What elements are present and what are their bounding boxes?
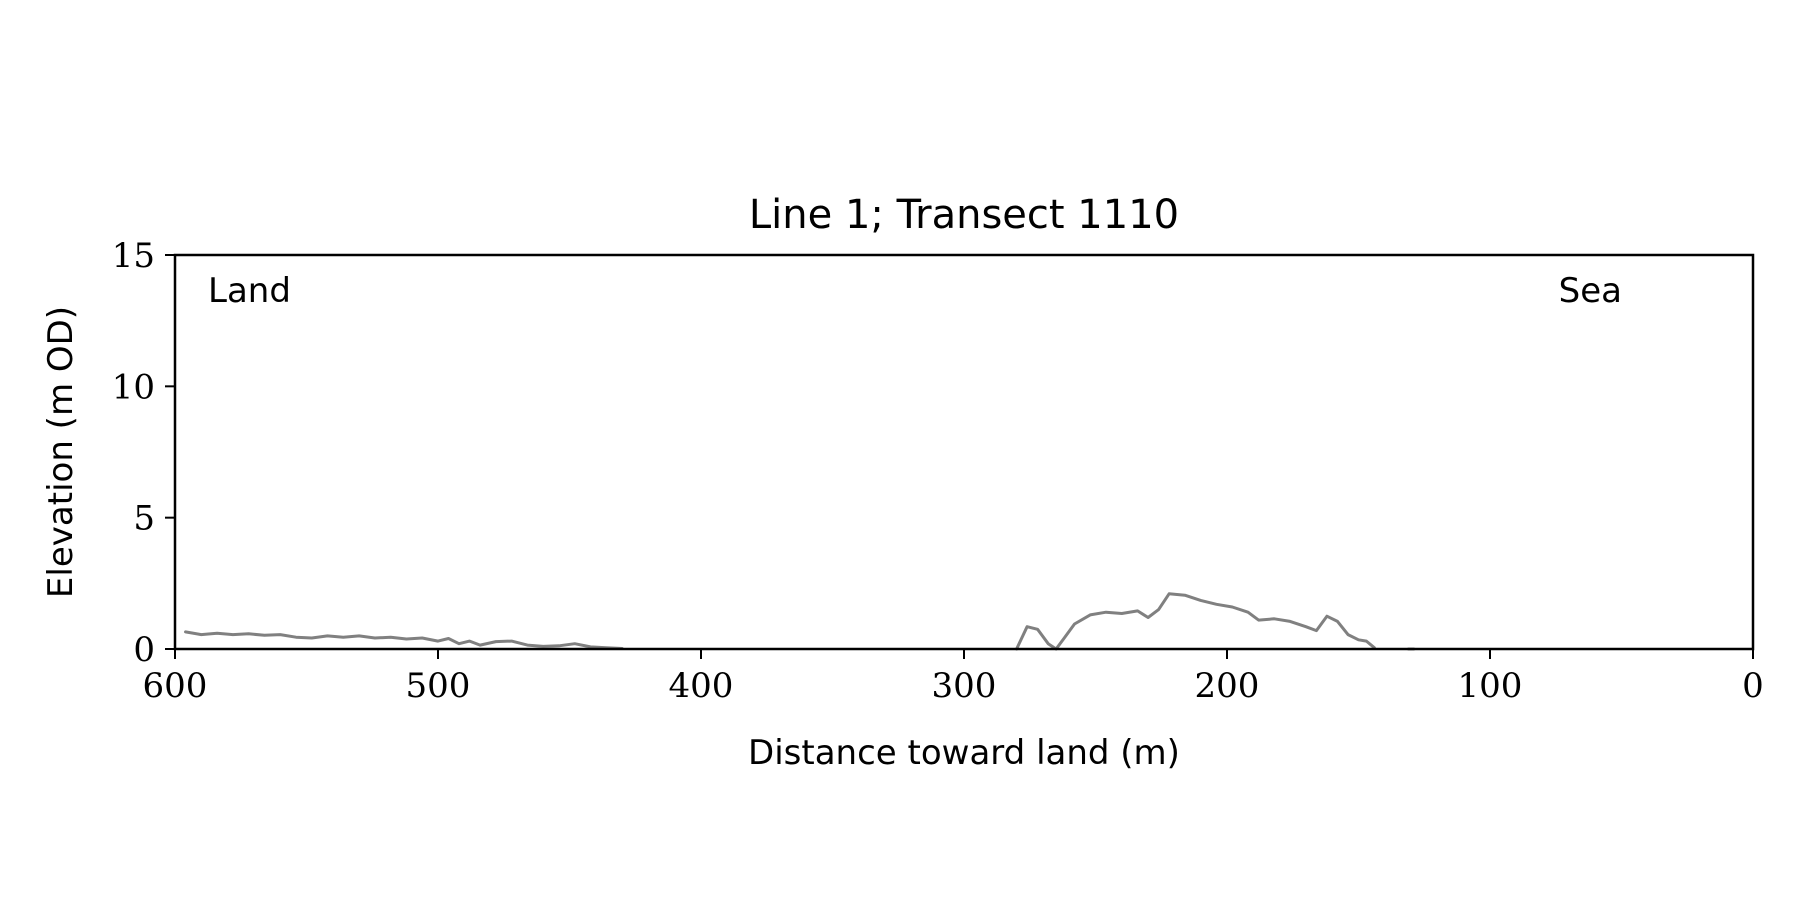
chart-title: Line 1; Transect 1110 [749,192,1179,238]
y-axis: 0 5 10 15 [112,236,175,670]
y-tick-label: 5 [133,499,155,539]
x-axis: 600 500 400 300 200 100 0 [143,649,1764,706]
y-tick-label: 0 [133,630,155,670]
plot-frame [173,253,1755,651]
series-layer [184,592,1416,651]
elevation-profile-segment-1 [184,630,624,650]
x-tick-label: 0 [1742,666,1764,706]
x-tick-label: 200 [1195,666,1260,706]
x-tick-label: 600 [143,666,208,706]
elevation-profile-segment-2 [1015,592,1376,651]
x-tick-label: 100 [1458,666,1523,706]
x-tick-label: 400 [669,666,734,706]
x-axis-label: Distance toward land (m) [748,733,1180,773]
y-tick-label: 15 [112,236,155,276]
y-axis-label: Elevation (m OD) [41,306,81,598]
y-tick-label: 10 [112,367,155,407]
sea-annotation: Sea [1559,271,1622,311]
x-tick-label: 300 [932,666,997,706]
land-annotation: Land [208,271,291,311]
x-tick-label: 500 [406,666,471,706]
